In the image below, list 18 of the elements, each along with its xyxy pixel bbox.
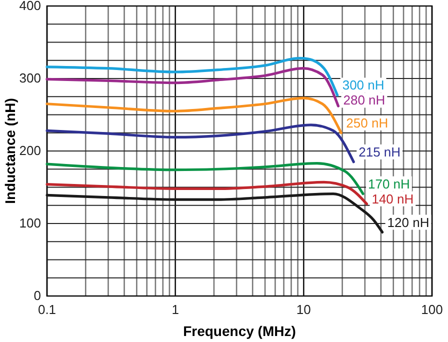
y-axis-title: Inductance (nH) [2,98,18,204]
series-label: 120 nH [387,214,430,230]
x-tick-label: 10 [296,302,311,318]
x-tick-label: 100 [421,302,443,318]
x-tick-label: 0.1 [38,302,56,318]
x-tick-label: 1 [172,302,179,318]
series-label: 300 nH [342,78,384,93]
series-label: 280 nH [343,92,386,108]
y-tick-label: 300 [19,70,41,86]
x-axis-title: Frequency (MHz) [183,323,296,339]
series-label: 215 nH [358,144,401,160]
y-tick-label: 100 [19,216,41,231]
y-tick-label: 0 [34,288,41,304]
y-tick-label: 200 [19,143,41,158]
y-tick-label: 400 [19,0,41,14]
series-label: 140 nH [372,191,414,206]
series-label: 250 nH [346,115,388,130]
series-label: 170 nH [368,176,410,192]
